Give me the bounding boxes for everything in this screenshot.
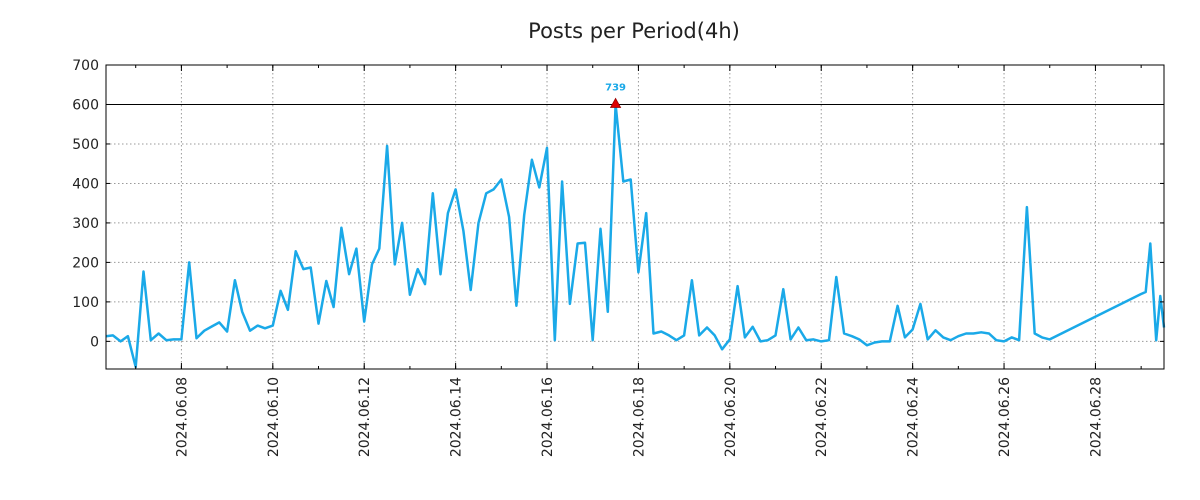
x-tick-label: 2024.06.10	[266, 377, 282, 457]
x-tick-label: 2024.06.08	[174, 377, 190, 457]
x-tick-label: 2024.06.24	[906, 377, 922, 457]
y-tick-label: 700	[72, 58, 99, 74]
peak-label: 739	[605, 82, 626, 93]
y-tick-label: 600	[72, 97, 99, 113]
series-line-posts	[105, 103, 1166, 369]
x-tick-label: 2024.06.22	[814, 377, 830, 457]
peak-annotation: 739	[605, 82, 626, 108]
y-tick-label: 200	[72, 255, 99, 271]
y-axis: 0 100 200 300 400 500 600 700	[72, 58, 1164, 350]
peak-marker	[609, 97, 622, 108]
x-tick-label: 2024.06.18	[631, 377, 647, 457]
x-axis: 2024.06.08 2024.06.10 2024.06.12 2024.06.14…	[135, 65, 1142, 457]
chart-title: Posts per Period(4h)	[528, 19, 740, 43]
y-tick-label: 300	[72, 216, 99, 232]
x-tick-label: 2024.06.14	[449, 377, 465, 457]
y-tick-label: 500	[72, 137, 99, 153]
x-tick-label: 2024.06.20	[723, 377, 739, 457]
y-tick-label: 0	[90, 334, 99, 350]
x-tick-label: 2024.06.26	[997, 377, 1013, 457]
x-tick-label: 2024.06.12	[357, 377, 373, 457]
x-tick-label: 2024.06.16	[540, 377, 556, 457]
y-tick-label: 100	[72, 295, 99, 311]
x-tick-label: 2024.06.28	[1088, 377, 1104, 457]
y-tick-label: 400	[72, 176, 99, 192]
plot-frame	[105, 64, 1165, 370]
series-layer	[105, 103, 1166, 369]
